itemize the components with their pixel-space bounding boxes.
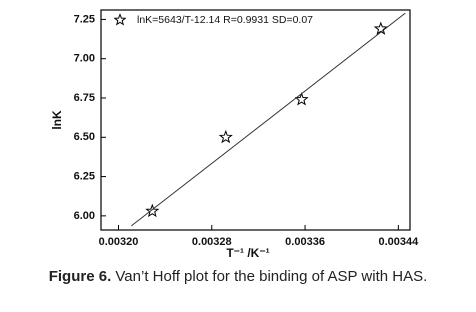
chart: T⁻¹ /K⁻¹ lnK 0.00320 0.00328 0.00336 0.0034… xyxy=(50,9,419,260)
fit-line xyxy=(131,12,406,227)
legend-marker xyxy=(113,13,127,26)
legend-label: lnK=5643/T-12.14 R=0.9931 SD=0.07 xyxy=(137,14,313,26)
x-tick-label: 0.00320 xyxy=(99,236,139,248)
plot-frame xyxy=(100,9,411,231)
y-tick-label: 6.25 xyxy=(74,170,95,182)
point xyxy=(294,92,309,106)
x-tick-label: 0.00344 xyxy=(378,236,419,248)
point xyxy=(373,21,388,35)
x-axis-label: T⁻¹ /K⁻¹ xyxy=(226,246,269,260)
caption-text: Van’t Hoff plot for the binding of ASP w… xyxy=(115,268,428,285)
y-tick-label: 7.00 xyxy=(74,53,95,65)
point xyxy=(145,203,160,218)
y-axis-label: lnK xyxy=(50,110,64,130)
x-tick-label: 0.00336 xyxy=(285,236,325,248)
y-tick-label: 6.00 xyxy=(74,210,95,222)
caption: Figure 6. Van’t Hoff plot for the bindin… xyxy=(0,268,476,285)
point xyxy=(218,129,233,144)
x-tick-label: 0.00328 xyxy=(192,236,232,248)
y-tick-label: 6.50 xyxy=(74,131,95,143)
y-tick-label: 6.75 xyxy=(74,92,95,104)
y-tick-label: 7.25 xyxy=(74,13,95,25)
caption-label: Figure 6. xyxy=(48,268,112,285)
